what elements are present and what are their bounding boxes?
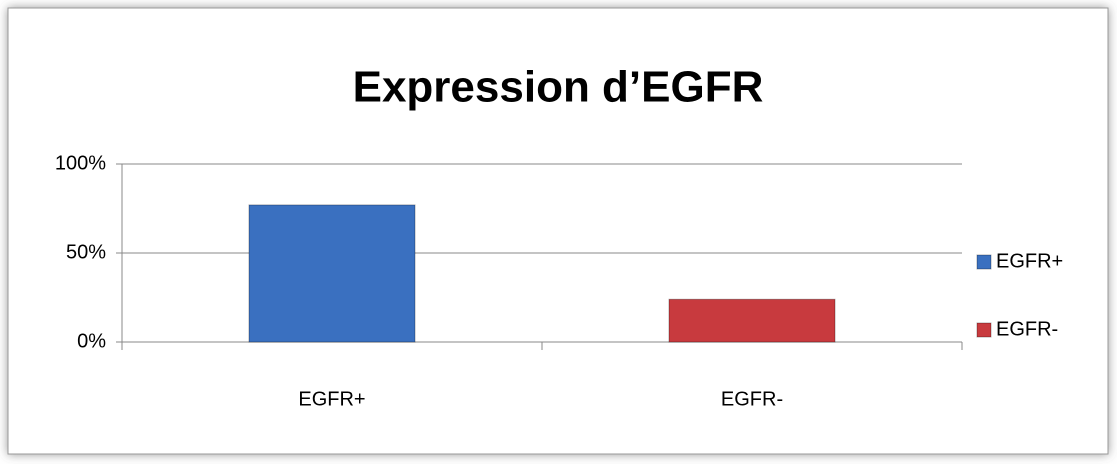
x-tick-label: EGFR- xyxy=(721,388,783,410)
legend-swatch xyxy=(976,322,992,338)
x-tick-label: EGFR+ xyxy=(298,388,365,410)
chart-title: Expression d’EGFR xyxy=(353,63,764,112)
y-tick-label: 50% xyxy=(66,241,106,263)
legend-label: EGFR- xyxy=(996,318,1058,340)
legend-label: EGFR+ xyxy=(996,250,1063,272)
y-tick-label: 0% xyxy=(77,330,106,352)
chart-frame xyxy=(7,7,1109,455)
bar xyxy=(668,298,836,343)
bar xyxy=(248,204,416,343)
y-tick-label: 100% xyxy=(55,152,106,174)
legend-swatch xyxy=(976,254,992,270)
